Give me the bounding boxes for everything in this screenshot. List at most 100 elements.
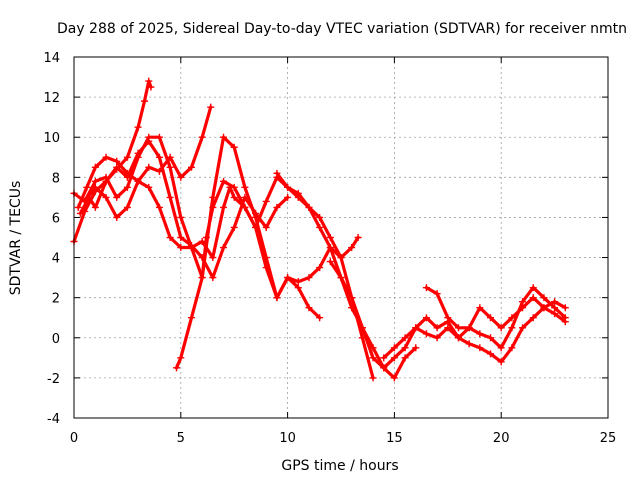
data-point-marker [145, 133, 153, 141]
data-point-marker [252, 223, 260, 231]
data-point-marker [230, 183, 238, 191]
data-point-marker [155, 153, 163, 161]
data-point-marker [354, 234, 362, 241]
data-point-marker [209, 274, 217, 282]
data-point-marker [465, 340, 473, 348]
data-point-marker [294, 193, 302, 201]
data-point-marker [316, 223, 324, 231]
data-point-marker [476, 344, 484, 352]
x-tick-label: 20 [493, 431, 510, 446]
data-point-marker [337, 274, 345, 282]
data-point-marker [134, 123, 142, 131]
data-point-marker [412, 344, 420, 352]
x-tick-label: 15 [386, 431, 403, 446]
data-point-marker [433, 324, 441, 332]
data-point-marker [497, 344, 505, 352]
data-point-marker [166, 193, 174, 201]
data-point-marker [497, 358, 505, 366]
data-point-marker [123, 183, 131, 191]
data-point-marker [113, 163, 121, 171]
data-point-marker [316, 314, 324, 322]
data-point-marker [454, 334, 462, 342]
data-point-marker [187, 244, 195, 252]
data-point-marker [74, 203, 82, 211]
data-point-marker [113, 157, 121, 165]
data-point-marker [519, 324, 527, 332]
y-axis-label: SDTVAR / TECUs [8, 181, 24, 296]
data-point-marker [173, 364, 181, 372]
data-point-marker [348, 244, 356, 252]
data-point-marker [454, 324, 462, 332]
data-point-marker [198, 274, 206, 282]
data-point-marker [476, 304, 484, 312]
data-point-marker [187, 314, 195, 322]
data-point-marker [433, 290, 441, 298]
data-point-marker [230, 193, 238, 201]
series-line [83, 135, 375, 380]
data-point-marker [262, 254, 270, 262]
data-point-marker [519, 304, 527, 312]
data-point-marker [444, 324, 452, 332]
data-point-marker [551, 298, 559, 306]
data-point-marker [198, 133, 206, 141]
data-point-marker [422, 284, 430, 292]
data-point-marker [284, 183, 292, 191]
data-point-marker [81, 197, 89, 205]
series-line [382, 306, 567, 364]
data-point-marker [177, 173, 185, 181]
x-tick-label: 5 [177, 431, 185, 446]
data-point-marker [369, 374, 377, 382]
data-point-marker [487, 350, 495, 358]
grid [74, 57, 608, 418]
data-point-marker [337, 254, 345, 262]
data-point-marker [390, 344, 398, 352]
data-point-marker [123, 153, 131, 161]
data-point-marker [177, 213, 185, 221]
data-point-marker [230, 143, 238, 151]
y-tick-label: 2 [52, 292, 60, 307]
data-point-marker [305, 304, 313, 312]
data-point-marker [177, 244, 185, 252]
data-point-marker [508, 324, 516, 332]
data-point-marker [145, 77, 153, 85]
data-point-marker [147, 83, 155, 91]
data-point-marker [412, 324, 420, 332]
data-point-marker [540, 294, 548, 302]
data-point-marker [241, 183, 249, 191]
data-point-marker [91, 177, 99, 185]
data-point-marker [561, 304, 569, 312]
data-point-marker [529, 284, 537, 292]
series-track-10 [422, 284, 569, 332]
data-point-marker [241, 203, 249, 211]
data-point-marker [209, 193, 217, 201]
series-line [424, 286, 567, 330]
series-line [275, 171, 360, 260]
y-tick-label: 10 [43, 131, 60, 146]
data-point-marker [326, 258, 334, 266]
data-point-marker [91, 163, 99, 171]
x-tick-label: 10 [279, 431, 296, 446]
data-point-marker [177, 234, 185, 241]
data-point-marker [369, 344, 377, 352]
data-series [70, 77, 569, 382]
data-point-marker [316, 264, 324, 272]
data-point-marker [348, 294, 356, 302]
x-tick-label: 0 [70, 431, 78, 446]
y-tick-label: 6 [52, 211, 60, 226]
data-point-marker [113, 193, 121, 201]
data-point-marker [284, 274, 292, 282]
data-point-marker [401, 354, 409, 362]
data-point-marker [102, 173, 110, 181]
data-point-marker [273, 169, 281, 177]
data-point-marker [369, 354, 377, 362]
data-point-marker [390, 374, 398, 382]
chart-title: Day 288 of 2025, Sidereal Day-to-day VTE… [57, 21, 627, 37]
data-point-marker [519, 298, 527, 306]
data-point-marker [102, 153, 110, 161]
y-tick-label: -4 [47, 412, 60, 427]
data-point-marker [284, 193, 292, 201]
data-point-marker [551, 310, 559, 318]
data-point-marker [380, 354, 388, 362]
data-point-marker [294, 284, 302, 292]
